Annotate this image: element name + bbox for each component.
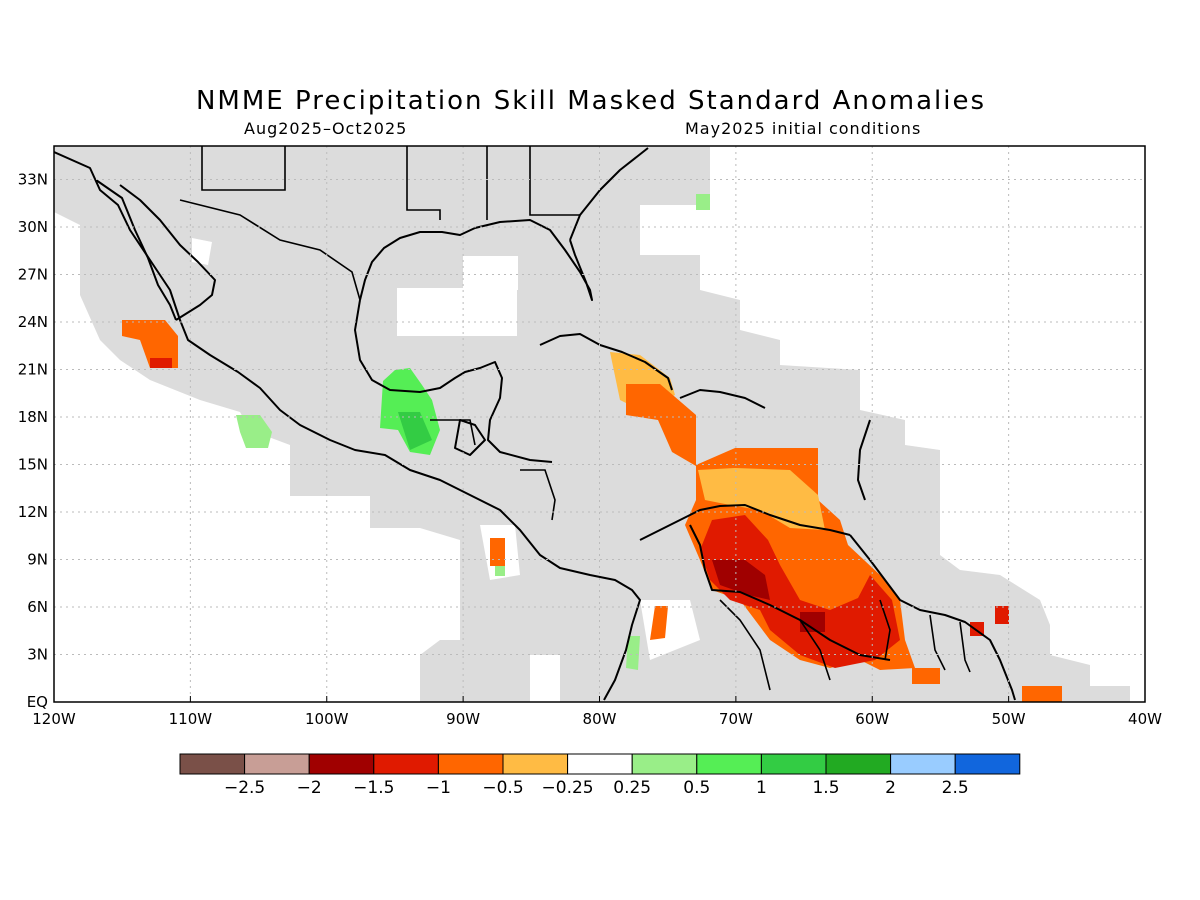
colorbar-label: −0.5 xyxy=(482,778,523,798)
colorbar-swatch xyxy=(502,753,569,775)
colorbar-label: 1 xyxy=(756,778,767,798)
lat-tick-label: 9N xyxy=(27,551,48,569)
lat-tick-label: EQ xyxy=(27,693,48,711)
lat-tick-label: 6N xyxy=(27,598,48,616)
coastlines xyxy=(54,147,1016,701)
below-normal-anomalies xyxy=(122,320,1062,702)
lat-tick-label: 3N xyxy=(27,646,48,664)
lat-tick-label: 12N xyxy=(18,503,48,521)
lat-tick-label: 15N xyxy=(18,456,48,474)
colorbar-swatch xyxy=(825,753,892,775)
colorbar-swatch xyxy=(760,753,827,775)
lat-tick-label: 27N xyxy=(18,266,48,284)
lon-tick-label: 70W xyxy=(719,710,753,728)
colorbar-label: −2.5 xyxy=(224,778,265,798)
valid-period: Aug2025–Oct2025 xyxy=(244,119,408,138)
lon-tick-label: 90W xyxy=(446,710,480,728)
lat-tick-label: 18N xyxy=(18,408,48,426)
unmasked-areas xyxy=(192,238,855,660)
colorbar-swatch xyxy=(308,753,375,775)
colorbar-swatch xyxy=(244,753,310,775)
lon-tick-label: 40W xyxy=(1128,710,1162,728)
lon-tick-label: 120W xyxy=(32,710,76,728)
colorbar-swatch xyxy=(954,753,1021,775)
colorbar-label: 2 xyxy=(885,778,896,798)
lat-tick-label: 33N xyxy=(18,171,48,189)
colorbar: −2.5 −2 −1.5 −1 −0.5 −0.25 0.25 0.5 1 1.5 2 2.5 xyxy=(179,753,1021,798)
colorbar-swatch xyxy=(631,753,698,775)
colorbar-label: −1.5 xyxy=(353,778,394,798)
colorbar-swatch xyxy=(373,753,439,775)
colorbar-swatch xyxy=(696,753,762,775)
lat-tick-label: 30N xyxy=(18,218,48,236)
colorbar-swatch xyxy=(890,753,956,775)
colorbar-label: 1.5 xyxy=(812,778,839,798)
colorbar-swatch xyxy=(437,753,504,775)
colorbar-label: 0.5 xyxy=(683,778,710,798)
colorbar-swatch xyxy=(567,753,633,775)
country-borders xyxy=(179,146,971,691)
colorbar-label: −2 xyxy=(297,778,322,798)
mask-main xyxy=(54,146,1130,702)
gulf-white-box xyxy=(397,288,517,336)
colorbar-label: 2.5 xyxy=(942,778,969,798)
lon-tick-label: 60W xyxy=(855,710,889,728)
colorbar-label: 0.25 xyxy=(613,778,651,798)
lat-tick-label: 24N xyxy=(18,313,48,331)
graticule xyxy=(54,146,1145,702)
axis-labels: 120W 110W 100W 90W 80W 70W 60W 50W 40W EQ 3N 6N 9N 12… xyxy=(18,171,1162,729)
lon-tick-label: 50W xyxy=(992,710,1026,728)
skill-mask-area xyxy=(54,146,1130,702)
colorbar-label: −1 xyxy=(426,778,451,798)
map-title: NMME Precipitation Skill Masked Standard… xyxy=(195,86,987,116)
initial-conditions: May2025 initial conditions xyxy=(685,119,922,138)
lon-tick-label: 110W xyxy=(169,710,213,728)
lon-tick-label: 100W xyxy=(305,710,349,728)
lat-tick-label: 21N xyxy=(18,361,48,379)
colorbar-label: −0.25 xyxy=(542,778,594,798)
lon-tick-label: 80W xyxy=(583,710,617,728)
colorbar-swatch xyxy=(179,753,246,775)
